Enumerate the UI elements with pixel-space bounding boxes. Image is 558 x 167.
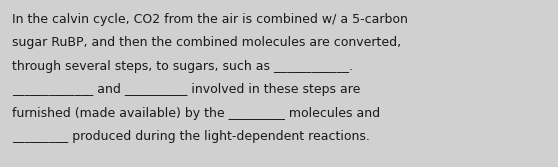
Text: furnished (made available) by the _________ molecules and: furnished (made available) by the ______… <box>12 107 380 120</box>
Text: sugar RuBP, and then the combined molecules are converted,: sugar RuBP, and then the combined molecu… <box>12 37 401 49</box>
Text: _____________ and __________ involved in these steps are: _____________ and __________ involved in… <box>12 84 360 97</box>
Text: through several steps, to sugars, such as ____________.: through several steps, to sugars, such a… <box>12 60 353 73</box>
Text: _________ produced during the light-dependent reactions.: _________ produced during the light-depe… <box>12 130 370 143</box>
Text: In the calvin cycle, CO2 from the air is combined w/ a 5-carbon: In the calvin cycle, CO2 from the air is… <box>12 13 408 26</box>
